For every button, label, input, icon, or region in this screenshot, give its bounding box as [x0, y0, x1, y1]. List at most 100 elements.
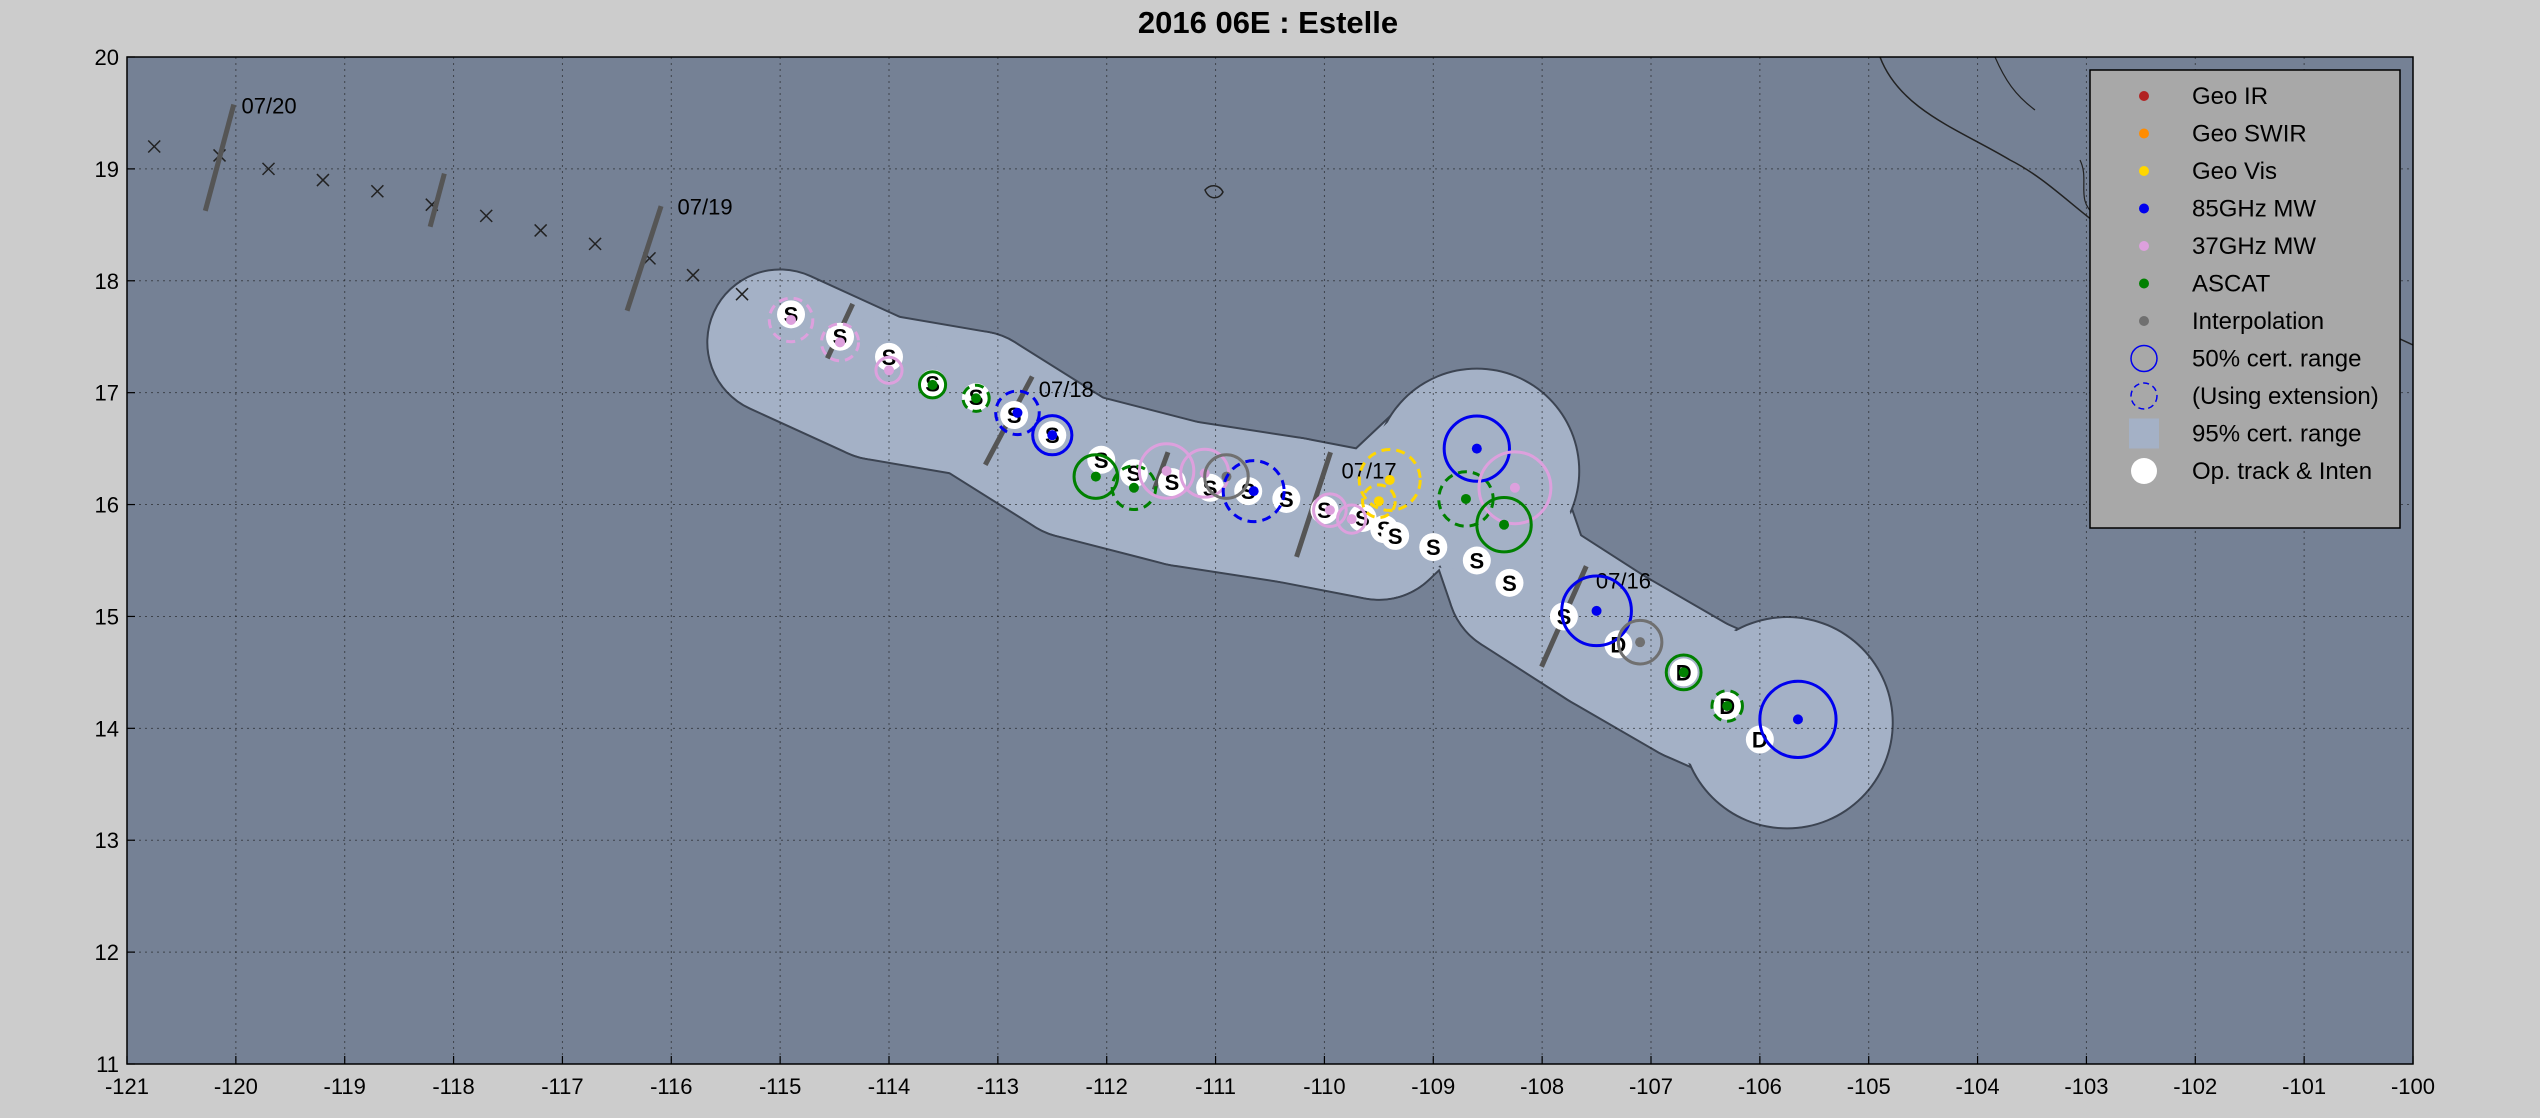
- forecast-point: [686, 268, 700, 282]
- intensity-label: S: [1094, 448, 1109, 473]
- fix-center-dot: [786, 314, 797, 325]
- fix-cert-circle: [1312, 492, 1348, 528]
- op-track-dot: [1381, 521, 1410, 550]
- axes-frame: [126, 56, 2414, 1065]
- fix-cert-circle: [1110, 464, 1158, 512]
- fix-cert-circle: [1477, 450, 1553, 526]
- intensity-label: S: [1469, 549, 1484, 574]
- x-tick-label: -121: [105, 1074, 149, 1099]
- fix-cert-circle: [1664, 653, 1703, 692]
- fix-cert-circle: [1616, 618, 1664, 666]
- op-track-dot: [1419, 533, 1448, 562]
- fix-cert-circle: [874, 355, 904, 385]
- fix-cert-circle: [1357, 447, 1422, 512]
- forecast-point: [735, 287, 749, 301]
- forecast-x: [261, 162, 276, 176]
- x-tick-label: -100: [2391, 1074, 2435, 1099]
- fix-center-dot: [835, 337, 846, 348]
- fix-cert-circle: [961, 383, 991, 413]
- fix-center-dot: [1792, 714, 1803, 725]
- legend-marker-dot: [2139, 166, 2149, 176]
- fix-center-dot: [1471, 443, 1482, 454]
- fix-cert-circle: [1031, 414, 1074, 457]
- x-tick-label: -106: [1738, 1074, 1782, 1099]
- fix-cert-circle: [1442, 414, 1511, 483]
- legend-label: ASCAT: [2192, 271, 2271, 298]
- x-tick-label: -107: [1629, 1074, 1673, 1099]
- y-tick-label: 13: [95, 828, 119, 853]
- forecast-point: [370, 184, 384, 198]
- forecast-x: [588, 237, 602, 251]
- x-tick-label: -117: [541, 1074, 583, 1099]
- fix-center-dot: [1090, 471, 1101, 482]
- intensity-label: S: [1502, 571, 1517, 596]
- x-tick-label: -115: [759, 1074, 801, 1099]
- plot-area: -121 -120 -119 -118 -117 -116 -115 -114 -113 -112…: [95, 45, 2436, 1099]
- legend: Geo IR Geo SWIR Geo Vis 85GHz MW 37GHz MW ASC…: [2089, 69, 2401, 529]
- y-tick-label: 14: [95, 716, 119, 741]
- fix-cert-circle: [1221, 459, 1286, 524]
- y-tick-label: 19: [95, 157, 119, 182]
- fix-center-dot: [1373, 496, 1384, 507]
- legend-marker-white-dot: [2131, 458, 2157, 484]
- forecast-point: [534, 223, 548, 237]
- fix-center-dot: [1499, 519, 1510, 530]
- legend-label: 37GHz MW: [2192, 233, 2316, 260]
- island: [1204, 185, 1224, 199]
- x-tick-label: -110: [1303, 1074, 1345, 1099]
- legend-marker-dot: [2139, 278, 2149, 289]
- fix-center-dot: [1722, 700, 1733, 711]
- op-track-dot: [1495, 568, 1524, 597]
- y-tick-label: 16: [95, 493, 119, 518]
- x-tick-label: -119: [324, 1074, 366, 1099]
- legend-label: 50% cert. range: [2192, 346, 2361, 373]
- fix-cert-circle: [1072, 453, 1120, 500]
- fix-cert-circle: [1203, 453, 1250, 500]
- intensity-label: S: [1241, 479, 1256, 504]
- x-tick-label: -111: [1195, 1074, 1236, 1099]
- legend-marker-dot: [2139, 91, 2149, 101]
- forecast-point: [479, 209, 493, 223]
- forecast-x: [735, 287, 749, 301]
- forecast-x: [316, 173, 330, 187]
- legend-label: Op. track & Inten: [2192, 458, 2372, 485]
- fix-center-dot: [1509, 482, 1520, 493]
- forecast-x: [147, 139, 161, 154]
- fix-center-dot: [1678, 667, 1689, 678]
- fix-cert-circle: [994, 389, 1041, 437]
- fix-center-dot: [1012, 407, 1023, 418]
- fix-center-dot: [1635, 637, 1646, 648]
- fix-cert-circle: [1137, 442, 1196, 500]
- op-track-dot: [1745, 725, 1774, 754]
- fix-center-dot: [1591, 605, 1602, 616]
- legend-label: 85GHz MW: [2192, 196, 2316, 223]
- op-track-dot: [1310, 496, 1339, 525]
- x-tick-label: -105: [1847, 1074, 1891, 1099]
- fix-cert-circle: [1475, 495, 1533, 554]
- fix-center-dot: [1047, 430, 1058, 441]
- x-tick-label: -113: [977, 1074, 1019, 1099]
- op-track-dot: [1348, 503, 1377, 532]
- intensity-label: S: [1426, 535, 1441, 560]
- x-tick-label: -104: [1956, 1074, 2000, 1099]
- date-bar: [1151, 451, 1171, 491]
- y-tick-label: 15: [95, 604, 119, 629]
- y-tick-label: 11: [96, 1052, 119, 1077]
- y-tick-label: 18: [95, 269, 119, 294]
- date-label: 07/20: [242, 94, 297, 119]
- intensity-label: S: [1317, 498, 1332, 523]
- legend-label: Geo SWIR: [2192, 121, 2307, 148]
- date-label: 07/19: [678, 194, 733, 219]
- op-track-dot: [1087, 445, 1116, 474]
- y-tick-label: 20: [95, 45, 119, 70]
- intensity-label: S: [1279, 487, 1294, 512]
- legend-marker-dashed-circle: [2130, 382, 2158, 410]
- op-track-dot: [1549, 602, 1578, 631]
- fix-center-dot: [1161, 465, 1172, 476]
- x-tick-label: -114: [868, 1074, 910, 1099]
- legend-label: 95% cert. range: [2192, 421, 2361, 448]
- fix-center-dot: [1460, 493, 1471, 504]
- x-tick-label: -112: [1086, 1074, 1128, 1099]
- legend-marker-dot: [2139, 241, 2149, 251]
